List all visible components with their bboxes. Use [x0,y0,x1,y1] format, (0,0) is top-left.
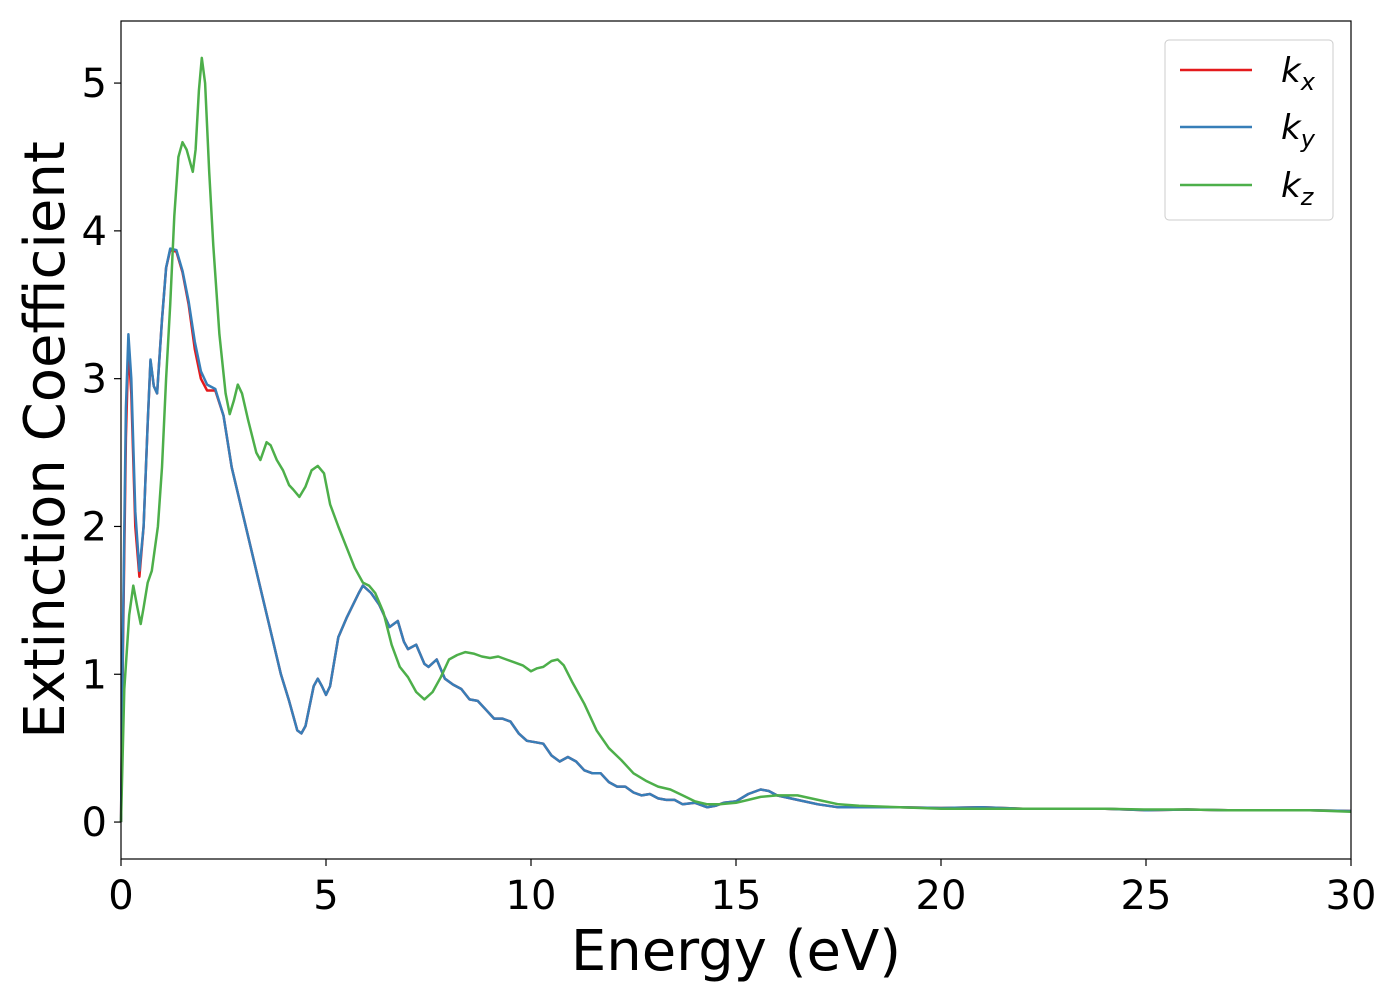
legend-label-kx: kx [1281,51,1316,96]
plot-area [119,56,1352,823]
legend-label-kz: kz [1281,166,1315,211]
x-tick-label: 10 [506,873,557,919]
y-tick-label: 3 [82,357,107,403]
series-line-ky [119,247,1352,823]
y-axis-title: Extinction Coefficient [13,141,78,739]
x-tick-label: 20 [916,873,967,919]
y-tick-label: 2 [82,504,107,550]
y-tick-label: 4 [82,209,107,255]
x-tick-label: 0 [108,873,133,919]
axis-ticks: 0 5 10 15 20 25 30 0 1 2 3 4 5 [82,61,1377,919]
y-tick-label: 1 [82,652,107,698]
legend: kx ky kz [1164,39,1334,221]
x-tick-label: 25 [1121,873,1172,919]
x-axis-title: Energy (eV) [571,919,901,984]
series-line-kz [119,56,1352,823]
x-tick-label: 5 [313,873,338,919]
x-tick-label: 15 [711,873,762,919]
legend-label-ky: ky [1281,108,1316,153]
x-tick-label: 30 [1326,873,1377,919]
y-tick-label: 0 [82,800,107,846]
y-tick-label: 5 [82,61,107,107]
legend-box [1164,39,1334,221]
